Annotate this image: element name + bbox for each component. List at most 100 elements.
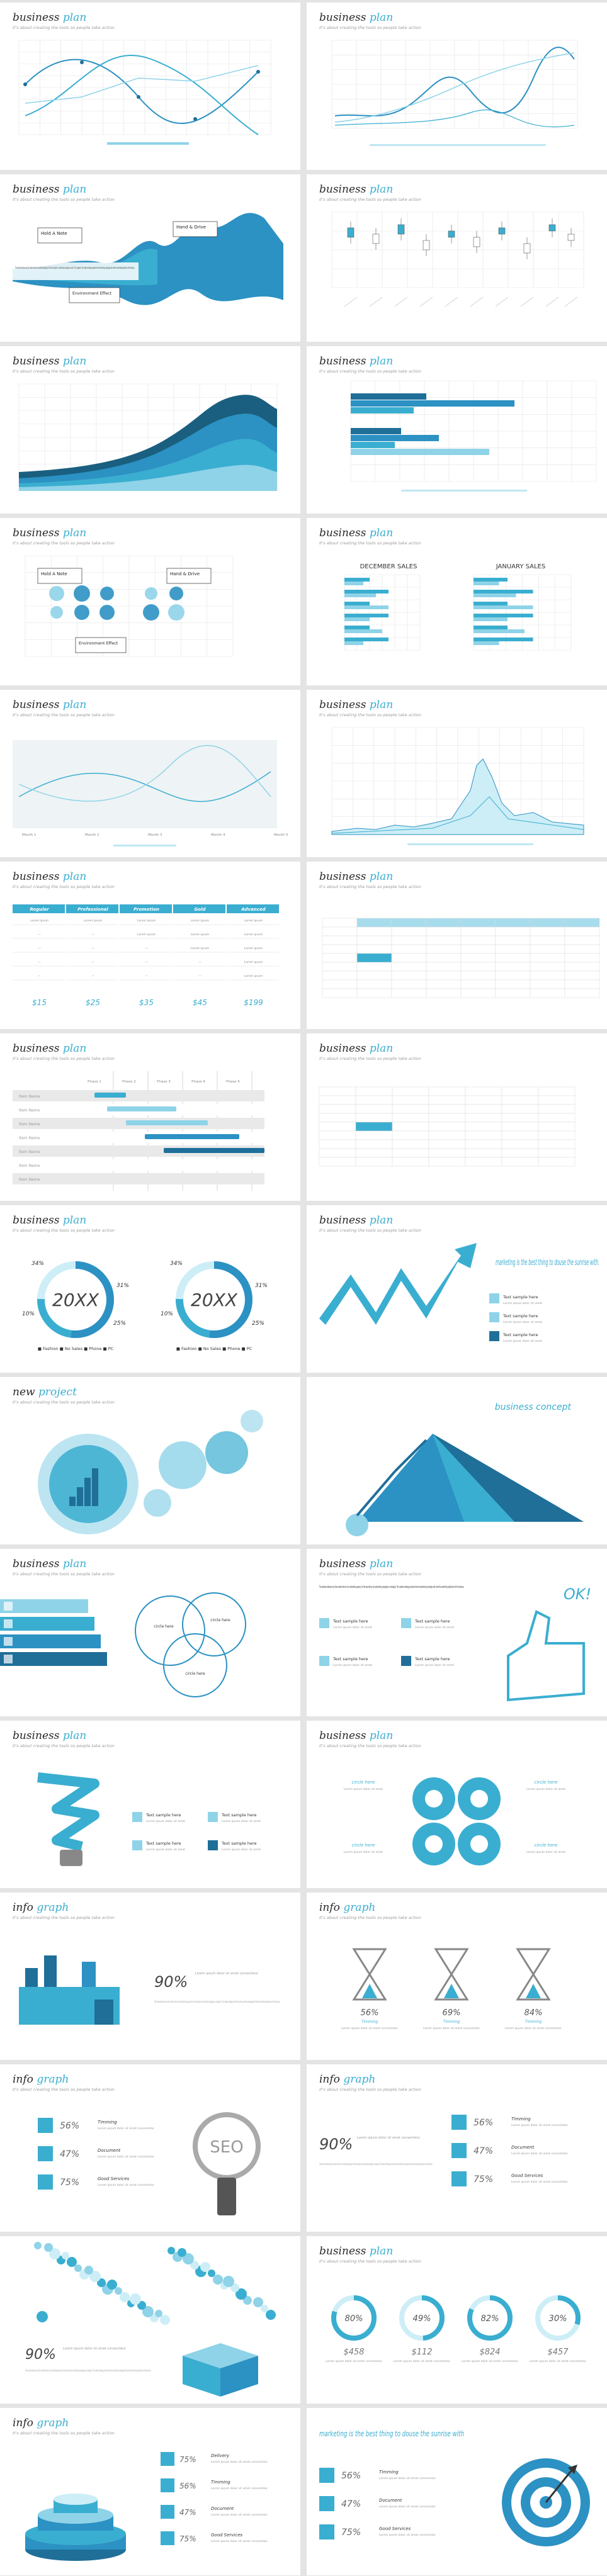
icon-box xyxy=(319,2468,334,2483)
slide-5[interactable]: business plan It's about creating the too… xyxy=(0,346,300,514)
table-cell xyxy=(319,1139,356,1149)
slide-artwork: business concept xyxy=(346,1402,584,1536)
table-cell xyxy=(564,979,600,989)
donut-percent: 25% xyxy=(252,1320,264,1327)
slide-9[interactable]: business plan It's about creating the too… xyxy=(0,690,300,857)
slide-21[interactable]: business plan It's about creating the too… xyxy=(0,1721,300,1888)
slide-11[interactable]: business plan It's about creating the too… xyxy=(0,862,300,1029)
callout-box xyxy=(75,637,127,653)
slide-8[interactable]: business plan It's about creating the too… xyxy=(307,518,607,685)
gantt-bar xyxy=(94,1093,126,1098)
axis-tick-label xyxy=(520,296,534,307)
slide-1[interactable]: business plan It's about creating the too… xyxy=(0,3,300,170)
slide-title-accent: graph xyxy=(37,2073,69,2086)
slide-10[interactable]: business plan It's about creating the too… xyxy=(307,690,607,857)
slide-2[interactable]: business plan It's about creating the too… xyxy=(307,3,607,170)
slide-4[interactable]: business plan It's about creating the too… xyxy=(307,174,607,342)
legend-bar xyxy=(407,843,533,845)
slide-subtitle: It's about creating the tools so people … xyxy=(319,712,421,717)
feature-title: Text sample here xyxy=(145,1841,181,1846)
slide-29[interactable]: info graph It's about creating the tools … xyxy=(0,2408,300,2575)
slide-title: business plan xyxy=(13,1042,86,1055)
slide-18[interactable]: business concept xyxy=(307,1377,607,1544)
feature-title: Text sample here xyxy=(502,1332,538,1337)
hourglass-percent: 69% xyxy=(443,2008,461,2018)
candle-body xyxy=(523,243,531,254)
slide-12[interactable]: business plan It's about creating the too… xyxy=(307,862,607,1029)
petal-desc: Lorem ipsum dolor sit amet xyxy=(344,1787,383,1791)
table-cell xyxy=(356,935,392,945)
slide-28[interactable]: business plan It's about creating the too… xyxy=(307,2236,607,2404)
slide-19[interactable]: business plan It's about creating the too… xyxy=(0,1549,300,1716)
feature-title: Text sample here xyxy=(502,1295,538,1300)
table-cell xyxy=(564,944,600,954)
cloud-icon xyxy=(235,2288,247,2300)
slide-7[interactable]: business plan It's about creating the too… xyxy=(0,518,300,685)
band-icon xyxy=(4,1602,13,1611)
bar xyxy=(474,590,533,593)
triangle-shade xyxy=(433,1434,584,1522)
table-cell xyxy=(428,1122,466,1132)
slide-artwork xyxy=(331,727,584,845)
slide-25[interactable]: info graph It's about creating the tools … xyxy=(0,2064,300,2232)
percent-value: 47% xyxy=(60,2149,79,2159)
bulb-base xyxy=(60,1850,82,1866)
slide-26[interactable]: info graph It's about creating the tools … xyxy=(307,2064,607,2232)
slide-title-word: business xyxy=(319,1214,366,1227)
icon-box xyxy=(161,2531,174,2545)
slide-title-accent: plan xyxy=(369,1214,394,1227)
donut-percent: 82% xyxy=(481,2314,499,2324)
bar xyxy=(474,614,533,617)
slide-27[interactable]: 90% Lorem ipsum dolor sit amet consectetu… xyxy=(0,2236,300,2404)
slide-22[interactable]: business plan It's about creating the too… xyxy=(307,1721,607,1888)
percent-desc: Lorem ipsum dolor sit amet consectetur xyxy=(211,2513,268,2517)
bubble xyxy=(100,587,114,600)
table-cell: Lorem ipsum xyxy=(191,919,209,923)
table-cell xyxy=(319,1095,356,1105)
bar xyxy=(344,617,370,621)
bubble xyxy=(99,605,115,620)
axis-tick-label: Month 5 xyxy=(274,833,288,837)
table-cell xyxy=(392,1122,429,1132)
slide-17[interactable]: new project It's about creating the tools… xyxy=(0,1377,300,1544)
ribbon-bulb xyxy=(37,1772,99,1852)
donut-value: $112 xyxy=(411,2348,432,2357)
gantt-row-label: Item Name xyxy=(19,1122,40,1127)
slide-23[interactable]: info graph It's about creating the tools … xyxy=(0,1893,300,2060)
table-cell xyxy=(495,962,531,972)
slide-14[interactable]: business plan It's about creating the too… xyxy=(307,1033,607,1201)
icon-box xyxy=(319,2496,334,2511)
cloud-icon xyxy=(190,2261,199,2269)
slide-title-word: business xyxy=(13,1214,60,1227)
slide-20[interactable]: business plan It's about creating the too… xyxy=(307,1549,607,1716)
cloud-icon xyxy=(183,2253,194,2264)
feature-title: Text sample here xyxy=(332,1656,368,1662)
cloud-icon xyxy=(107,2280,117,2290)
bubble xyxy=(50,606,63,619)
slide-3[interactable]: business plan It's about creating the too… xyxy=(0,174,300,342)
axis-tick-label xyxy=(419,296,433,307)
band-icon xyxy=(4,1619,13,1628)
table-cell xyxy=(322,979,358,989)
slide-title-accent: plan xyxy=(62,1042,87,1055)
slide-24[interactable]: info graph It's about creating the tools … xyxy=(307,1893,607,2060)
slide-title: business plan xyxy=(13,870,86,883)
slide-16[interactable]: business plan It's about creating the too… xyxy=(307,1205,607,1373)
slide-title-word: business xyxy=(13,11,60,24)
slide-subtitle: It's about creating the tools so people … xyxy=(319,369,421,374)
table-cell xyxy=(538,1104,576,1114)
slide-15[interactable]: business plan It's about creating the too… xyxy=(0,1205,300,1373)
donut-percent: 49% xyxy=(413,2314,431,2324)
cloud-icon xyxy=(130,2293,141,2305)
table-cell: — xyxy=(198,975,201,978)
donut-desc: Lorem ipsum dolor sit amet consectetur xyxy=(326,2359,382,2363)
slide-6[interactable]: business plan It's about creating the too… xyxy=(307,346,607,514)
slide-artwork: marketing is the best thing to douse the… xyxy=(319,2429,590,2546)
table-cell xyxy=(465,1095,502,1105)
donut-arc xyxy=(535,2295,581,2341)
slide-13[interactable]: business plan It's about creating the too… xyxy=(0,1033,300,1201)
slogan-text: marketing is the best thing to douse the… xyxy=(319,2429,464,2438)
slide-title: business plan xyxy=(319,1558,393,1570)
slide-30[interactable]: marketing is the best thing to douse the… xyxy=(307,2408,607,2575)
slide-artwork: The earliest endeavors by the creative f… xyxy=(319,1585,591,1702)
